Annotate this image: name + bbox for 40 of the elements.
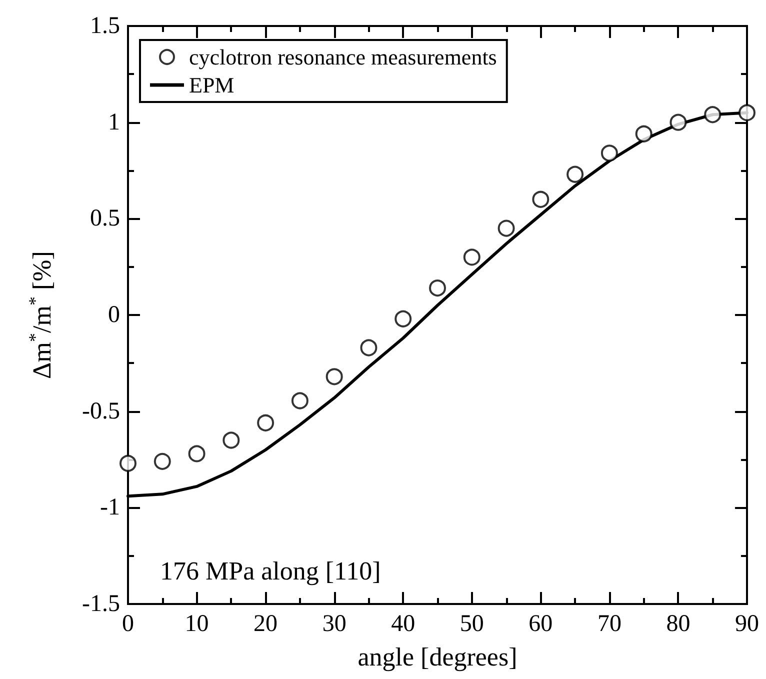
point xyxy=(257,414,274,432)
y-tick-label: -1.5 xyxy=(82,591,120,617)
x-tick-label: 30 xyxy=(322,611,346,637)
legend-label: EPM xyxy=(189,72,234,98)
point xyxy=(463,248,480,266)
x-axis-title: angle [degrees] xyxy=(358,642,518,672)
point xyxy=(188,445,206,462)
x-tick-label: 60 xyxy=(528,611,553,637)
x-tick-label: 90 xyxy=(735,611,759,637)
point xyxy=(120,454,136,472)
point xyxy=(291,392,308,410)
point xyxy=(635,125,652,142)
point xyxy=(738,104,756,122)
point xyxy=(704,106,722,124)
y-tick-label: 0.5 xyxy=(90,206,120,232)
y-axis-title: Δm*/m* [%] xyxy=(25,251,56,379)
point xyxy=(360,339,378,356)
y-tick-label: -1 xyxy=(100,494,120,521)
x-tick-label: 80 xyxy=(666,611,690,637)
point xyxy=(600,144,618,162)
point xyxy=(566,166,584,183)
x-tick-label: 20 xyxy=(254,611,278,637)
point xyxy=(222,432,240,449)
point xyxy=(394,310,412,328)
point xyxy=(670,114,687,131)
x-tick-label: 70 xyxy=(597,611,622,637)
point xyxy=(154,452,171,470)
y-tick-label: -0.5 xyxy=(82,398,120,424)
point xyxy=(532,190,550,208)
point xyxy=(429,280,446,297)
y-tick-label: 1 xyxy=(108,109,120,136)
legend-label: cyclotron resonance measurements xyxy=(189,44,497,70)
x-tick-label: 10 xyxy=(184,611,209,637)
x-tick-label: 50 xyxy=(460,611,484,637)
point xyxy=(498,220,515,237)
y-tick-label: 0 xyxy=(108,302,120,328)
x-tick-label: 40 xyxy=(391,611,416,637)
y-tick-label: 1.5 xyxy=(90,13,120,39)
annotation: 176 MPa along [110] xyxy=(160,556,381,586)
point xyxy=(326,368,343,386)
